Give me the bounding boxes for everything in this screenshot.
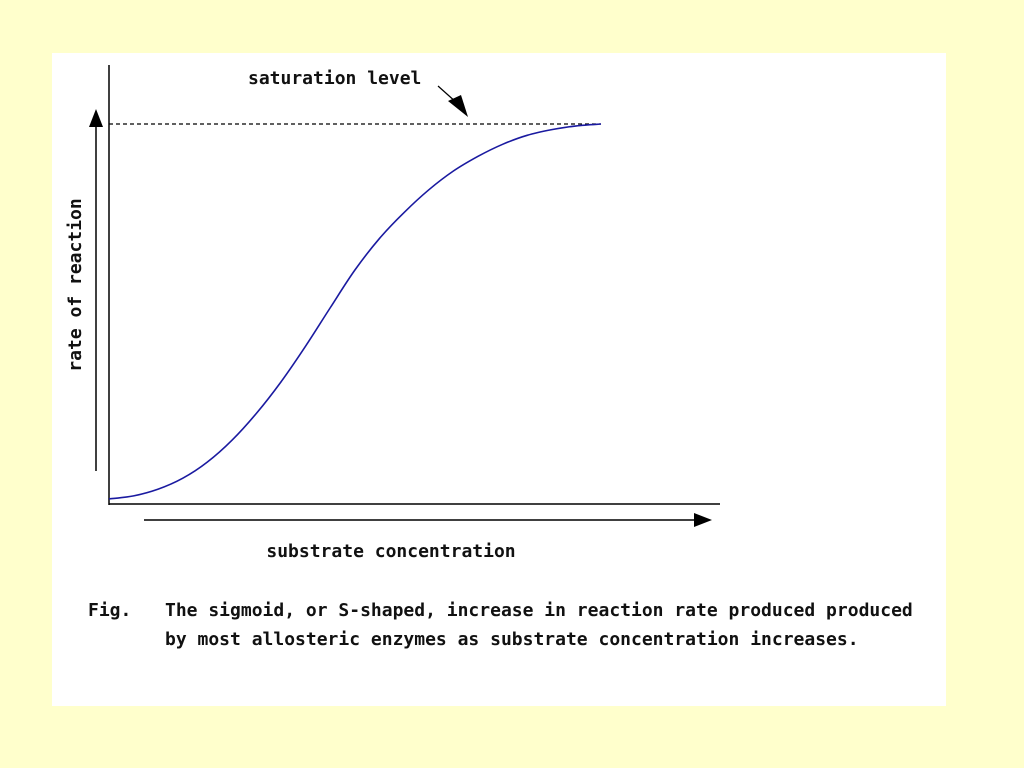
annotation-arrowhead xyxy=(448,95,468,117)
y-arrowhead xyxy=(89,109,103,127)
caption-label: Fig. xyxy=(88,600,132,621)
figure-caption: Fig. The sigmoid, or S-shaped, increase … xyxy=(88,596,938,654)
sigmoid-chart: saturation level rate of reaction substr… xyxy=(65,65,720,562)
caption-text: The sigmoid, or S-shaped, increase in re… xyxy=(165,600,913,650)
x-arrowhead xyxy=(694,513,712,527)
y-axis-label: rate of reaction xyxy=(65,198,86,371)
sigmoid-curve xyxy=(108,123,602,500)
figure-panel: saturation level rate of reaction substr… xyxy=(52,53,946,706)
saturation-annotation: saturation level xyxy=(248,68,421,89)
x-axis-label: substrate concentration xyxy=(266,541,515,562)
